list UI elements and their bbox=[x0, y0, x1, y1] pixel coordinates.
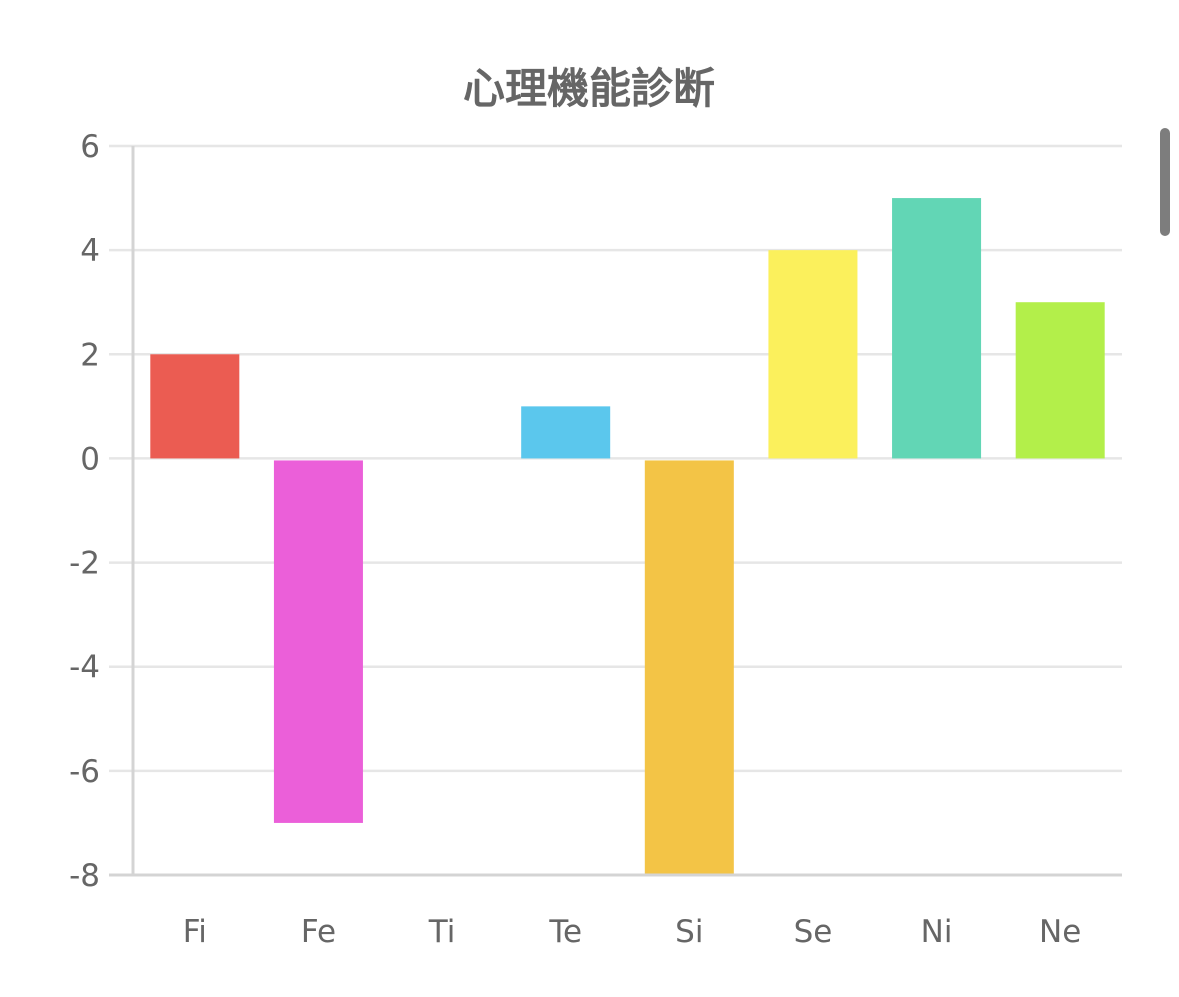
y-tick-label: 2 bbox=[80, 337, 100, 373]
x-tick-label: Fi bbox=[183, 914, 207, 950]
bar-si[interactable] bbox=[644, 460, 734, 875]
vertical-scrollbar[interactable] bbox=[1160, 128, 1170, 236]
x-tick-labels: Fi Fe Ti Te Si Se Ni Ne bbox=[183, 914, 1082, 950]
x-tick-label: Ti bbox=[428, 914, 456, 950]
x-tick-label: Fe bbox=[301, 914, 336, 950]
y-tick-label: -6 bbox=[69, 754, 100, 790]
y-tick-label: 4 bbox=[80, 233, 100, 269]
x-tick-label: Te bbox=[548, 914, 582, 950]
axis-layer bbox=[109, 146, 1122, 877]
bar-ni[interactable] bbox=[892, 198, 982, 459]
x-tick-label: Si bbox=[675, 914, 703, 950]
x-tick-label: Ne bbox=[1039, 914, 1081, 950]
y-tick-labels: 6 4 2 0 -2 -4 -6 -8 bbox=[69, 129, 100, 894]
y-tick-label: -2 bbox=[69, 546, 100, 582]
y-tick-label: -8 bbox=[69, 858, 100, 894]
bar-se[interactable] bbox=[768, 250, 858, 459]
bar-te[interactable] bbox=[521, 406, 611, 459]
y-tick-label: 6 bbox=[80, 129, 100, 165]
x-tick-label: Se bbox=[794, 914, 833, 950]
chart-title: 心理機能診断 bbox=[463, 64, 715, 113]
y-tick-label: -4 bbox=[69, 650, 100, 686]
y-tick-label: 0 bbox=[80, 441, 100, 477]
bar-ne[interactable] bbox=[1015, 302, 1105, 459]
x-tick-label: Ni bbox=[921, 914, 953, 950]
bar-layer bbox=[150, 198, 1105, 875]
bar-fi[interactable] bbox=[150, 354, 240, 459]
bar-fe[interactable] bbox=[273, 460, 363, 823]
